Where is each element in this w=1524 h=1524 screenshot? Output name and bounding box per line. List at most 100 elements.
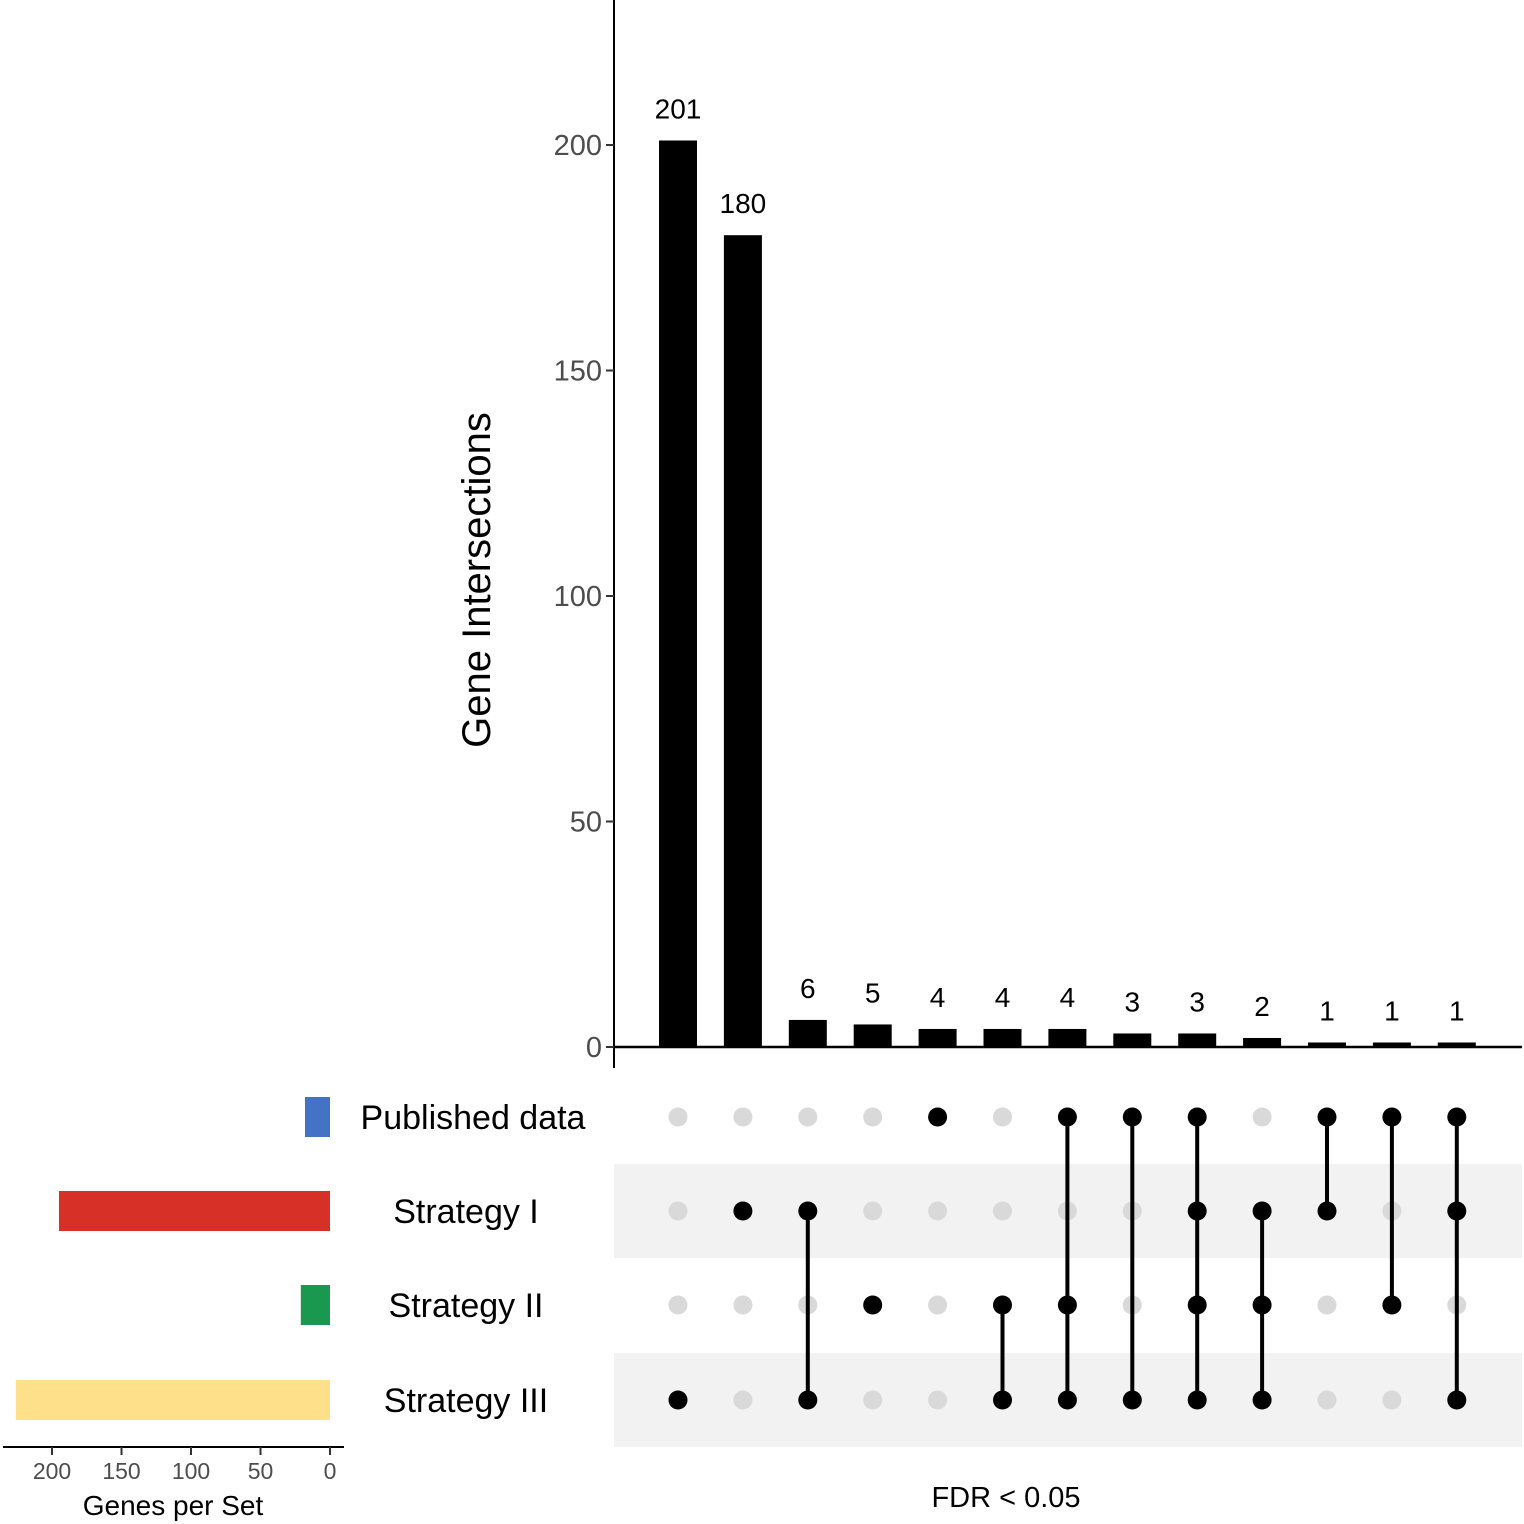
intersection-bar bbox=[918, 1028, 957, 1047]
intersection-bar bbox=[1048, 1028, 1087, 1047]
matrix-dot-filled bbox=[1187, 1390, 1207, 1410]
intersection-bar-label: 4 bbox=[930, 982, 946, 1013]
matrix-dot-filled bbox=[1447, 1390, 1467, 1410]
matrix-dot-filled bbox=[1317, 1107, 1337, 1127]
matrix-dot-empty bbox=[863, 1390, 883, 1410]
matrix-dot-empty bbox=[993, 1201, 1012, 1221]
intersection-bar bbox=[1243, 1037, 1282, 1047]
matrix-dot-filled bbox=[1057, 1107, 1077, 1127]
y-tick-label: 150 bbox=[554, 356, 602, 388]
matrix-dot-empty bbox=[928, 1201, 948, 1221]
matrix-dot-empty bbox=[863, 1201, 883, 1221]
matrix-dot-empty bbox=[668, 1295, 688, 1315]
set-label: Strategy I bbox=[393, 1193, 539, 1231]
set-size-axis-title: Genes per Set bbox=[83, 1490, 264, 1521]
intersection-bars bbox=[659, 140, 1476, 1048]
intersection-bar-label: 201 bbox=[655, 93, 702, 124]
set-size-axis: 200 150 100 50 0 bbox=[3, 1446, 344, 1484]
matrix-dot-filled bbox=[1122, 1107, 1142, 1127]
intersection-bar bbox=[853, 1024, 892, 1047]
intersection-bar-label: 4 bbox=[995, 982, 1011, 1013]
intersection-bar-label: 6 bbox=[800, 973, 816, 1004]
matrix-dot-empty bbox=[668, 1201, 688, 1221]
set-size-tick-label: 200 bbox=[33, 1458, 71, 1484]
matrix-dot-filled bbox=[993, 1295, 1012, 1315]
matrix-dot-filled bbox=[733, 1201, 753, 1221]
intersection-matrix bbox=[668, 1107, 1467, 1410]
set-labels: Published data Strategy I Strategy II Strat… bbox=[361, 1099, 586, 1420]
matrix-dot-filled bbox=[1187, 1201, 1207, 1221]
set-size-bar bbox=[304, 1097, 330, 1137]
intersection-bar-label: 1 bbox=[1449, 995, 1465, 1026]
intersection-bar bbox=[788, 1019, 827, 1047]
matrix-dot-empty bbox=[928, 1295, 948, 1315]
matrix-dot-empty bbox=[1252, 1107, 1272, 1127]
set-label: Published data bbox=[361, 1099, 586, 1137]
set-size-bar bbox=[15, 1380, 331, 1420]
intersection-bar-label: 3 bbox=[1125, 986, 1141, 1017]
matrix-dot-empty bbox=[1382, 1390, 1402, 1410]
intersection-bar-label: 2 bbox=[1254, 991, 1270, 1022]
matrix-dot-empty bbox=[798, 1107, 818, 1127]
matrix-dot-filled bbox=[1187, 1107, 1207, 1127]
matrix-dot-filled bbox=[993, 1390, 1012, 1410]
intersection-bar bbox=[723, 235, 762, 1047]
matrix-dot-filled bbox=[1252, 1201, 1272, 1221]
intersection-bar-label: 1 bbox=[1384, 995, 1400, 1026]
set-size-bars bbox=[15, 1097, 331, 1420]
intersection-bar bbox=[1437, 1042, 1476, 1047]
matrix-dot-empty bbox=[733, 1295, 753, 1315]
intersection-bar-label: 1 bbox=[1319, 995, 1335, 1026]
y-axis-title: Gene Intersections bbox=[455, 412, 499, 748]
matrix-dot-empty bbox=[733, 1107, 753, 1127]
matrix-dot-empty bbox=[733, 1390, 753, 1410]
intersection-bar bbox=[1178, 1033, 1217, 1047]
matrix-dot-filled bbox=[1187, 1295, 1207, 1315]
matrix-dot-filled bbox=[668, 1390, 688, 1410]
set-label: Strategy II bbox=[389, 1287, 544, 1325]
matrix-dot-filled bbox=[1447, 1201, 1467, 1221]
matrix-dot-empty bbox=[928, 1390, 948, 1410]
intersection-bar bbox=[1372, 1042, 1411, 1047]
matrix-dot-empty bbox=[668, 1107, 688, 1127]
y-axis: 0 50 100 150 200 bbox=[554, 0, 1522, 1068]
matrix-dot-filled bbox=[1122, 1390, 1142, 1410]
y-tick-label: 100 bbox=[554, 581, 602, 613]
y-tick-label: 50 bbox=[570, 807, 602, 839]
intersection-bar bbox=[659, 140, 697, 1048]
intersection-bar bbox=[1308, 1042, 1346, 1047]
intersection-bar bbox=[1113, 1033, 1152, 1047]
matrix-dot-filled bbox=[1057, 1390, 1077, 1410]
intersection-bar bbox=[983, 1028, 1022, 1047]
set-size-bar bbox=[58, 1191, 330, 1231]
matrix-dot-empty bbox=[1317, 1390, 1337, 1410]
intersection-bar-label: 5 bbox=[865, 977, 881, 1008]
set-size-tick-label: 100 bbox=[172, 1458, 210, 1484]
intersection-bar-labels: 201 180 6 5 4 4 4 3 3 2 1 1 1 bbox=[655, 93, 1465, 1026]
set-size-tick-label: 50 bbox=[248, 1458, 274, 1484]
matrix-dot-empty bbox=[1317, 1295, 1337, 1315]
matrix-dot-filled bbox=[798, 1390, 818, 1410]
matrix-dot-filled bbox=[1252, 1390, 1272, 1410]
matrix-dot-filled bbox=[1057, 1295, 1077, 1315]
y-tick-label: 200 bbox=[554, 130, 602, 162]
matrix-dot-empty bbox=[863, 1107, 883, 1127]
matrix-dot-filled bbox=[1447, 1107, 1467, 1127]
x-axis-caption: FDR < 0.05 bbox=[931, 1482, 1080, 1514]
matrix-dot-filled bbox=[1252, 1295, 1272, 1315]
intersection-bar-label: 180 bbox=[720, 188, 767, 219]
matrix-dot-filled bbox=[798, 1201, 818, 1221]
matrix-dot-filled bbox=[1317, 1201, 1337, 1221]
set-label: Strategy III bbox=[384, 1382, 548, 1420]
set-size-tick-label: 150 bbox=[102, 1458, 140, 1484]
matrix-dot-empty bbox=[993, 1107, 1012, 1127]
intersection-bar-label: 3 bbox=[1189, 986, 1205, 1017]
set-size-tick-label: 0 bbox=[324, 1458, 337, 1484]
matrix-dot-filled bbox=[863, 1295, 883, 1315]
y-tick-label: 0 bbox=[586, 1032, 602, 1064]
intersection-bar-label: 4 bbox=[1060, 982, 1076, 1013]
matrix-dot-filled bbox=[1382, 1295, 1402, 1315]
set-size-bar bbox=[300, 1285, 330, 1325]
matrix-dot-filled bbox=[928, 1107, 948, 1127]
